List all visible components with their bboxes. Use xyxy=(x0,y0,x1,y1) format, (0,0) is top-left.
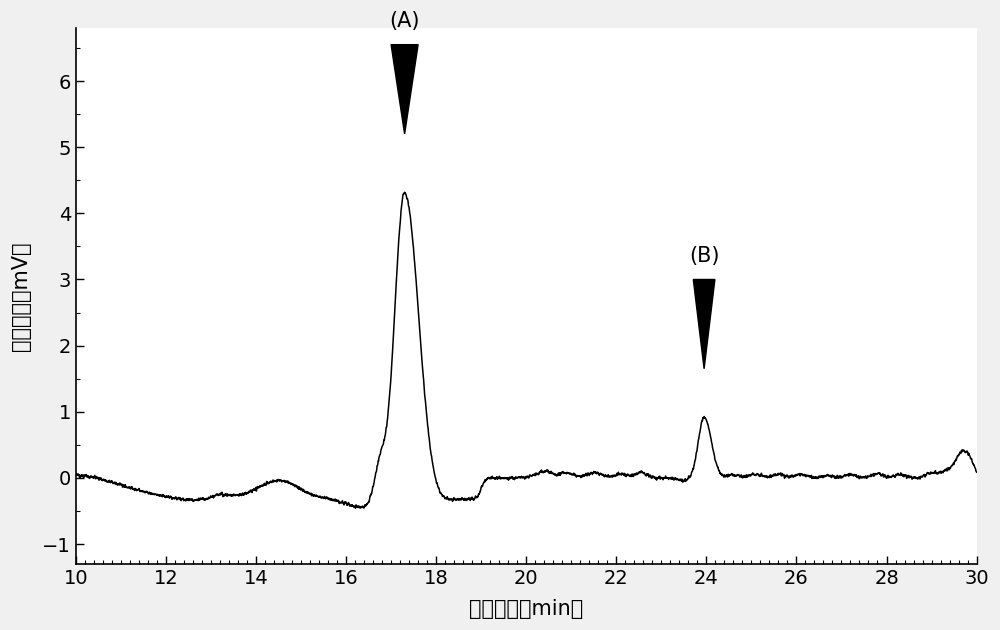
Text: (B): (B) xyxy=(689,246,719,266)
X-axis label: 保持时间（min）: 保持时间（min） xyxy=(469,599,583,619)
Y-axis label: 信号强度（mV）: 信号强度（mV） xyxy=(11,241,31,351)
Text: (A): (A) xyxy=(389,11,420,32)
Polygon shape xyxy=(391,45,418,134)
Polygon shape xyxy=(693,280,715,369)
